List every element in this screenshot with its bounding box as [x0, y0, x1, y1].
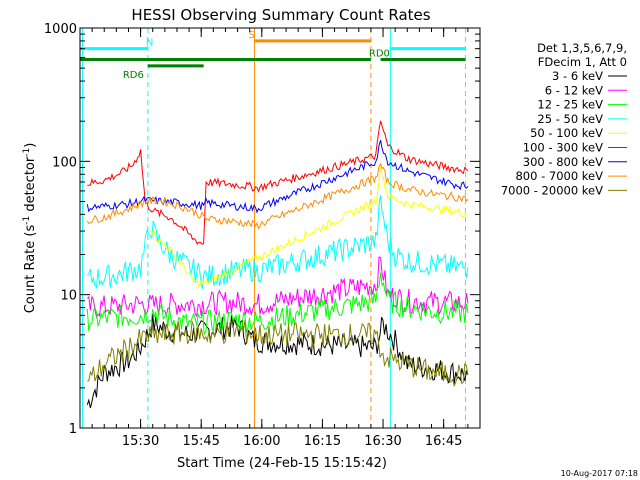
y-label-part1: Count Rate (s — [23, 225, 38, 314]
timestamp: 10-Aug-2017 07:18 — [561, 469, 638, 478]
x-tick-label-1: 15:45 — [182, 434, 219, 449]
y-label-part2: detector — [23, 156, 38, 216]
legend-label-5: 100 - 300 keV — [523, 141, 603, 155]
series-lines — [86, 120, 469, 409]
x-axis-label: Start Time (24-Feb-15 15:15:42) — [177, 456, 387, 471]
legend-label-0: 3 - 6 keV — [552, 69, 603, 83]
series-line-1 — [86, 256, 469, 319]
legend-label-2: 12 - 25 keV — [537, 98, 603, 112]
state-label-rd0: RD0 — [369, 49, 390, 60]
y-label-part3: ) — [23, 143, 38, 148]
series-line-4 — [149, 164, 469, 289]
legend-label-3: 25 - 50 keV — [537, 112, 603, 126]
state-label-n: N — [146, 38, 153, 49]
legend-header-1: Det 1,3,5,6,7,9, — [537, 41, 627, 55]
x-tick-label-3: 16:15 — [304, 434, 341, 449]
plot-frame — [79, 27, 481, 429]
x-tick-label-2: 16:00 — [243, 434, 280, 449]
series-line-6 — [86, 140, 469, 214]
y-label-sup1: -1 — [22, 216, 32, 225]
series-line-0 — [86, 313, 469, 409]
x-tick-label-4: 16:30 — [364, 434, 401, 449]
y-axis: 1 10 100 1000 — [44, 22, 480, 437]
y-tick-label-3: 1000 — [44, 22, 77, 37]
state-label-rd6: RD6 — [123, 70, 144, 81]
vertical-markers — [81, 28, 466, 428]
y-axis-label: Count Rate (s-1 detector-1) — [22, 143, 38, 314]
legend-label-6: 300 - 800 keV — [523, 155, 603, 169]
y-label-sup2: -1 — [22, 148, 32, 157]
y-tick-label-2: 100 — [52, 155, 77, 170]
y-tick-label-0: 1 — [69, 422, 77, 437]
series-line-5 — [87, 120, 469, 245]
series-line-2 — [86, 272, 469, 336]
series-line-3 — [86, 195, 469, 291]
legend-label-4: 50 - 100 keV — [530, 126, 603, 140]
legend-header-2: FDecim 1, Att 0 — [538, 55, 627, 69]
legend-label-1: 6 - 12 keV — [545, 83, 603, 97]
chart-title: HESSI Observing Summary Count Rates — [131, 6, 430, 24]
x-axis: 15:30 15:45 16:00 16:15 16:30 16:45 — [91, 28, 469, 449]
series-line-7 — [86, 162, 469, 230]
state-bars: N RD0 RD6 S — [80, 30, 466, 81]
x-tick-label-5: 16:45 — [425, 434, 462, 449]
y-tick-label-1: 10 — [60, 289, 77, 304]
legend: Det 1,3,5,6,7,9, FDecim 1, Att 0 3 - 6 k… — [501, 41, 627, 197]
x-tick-label-0: 15:30 — [122, 434, 159, 449]
state-label-s: S — [249, 30, 255, 41]
legend-label-7: 800 - 7000 keV — [515, 169, 603, 183]
series-line-8 — [87, 320, 469, 388]
legend-label-8: 7000 - 20000 keV — [501, 183, 603, 197]
